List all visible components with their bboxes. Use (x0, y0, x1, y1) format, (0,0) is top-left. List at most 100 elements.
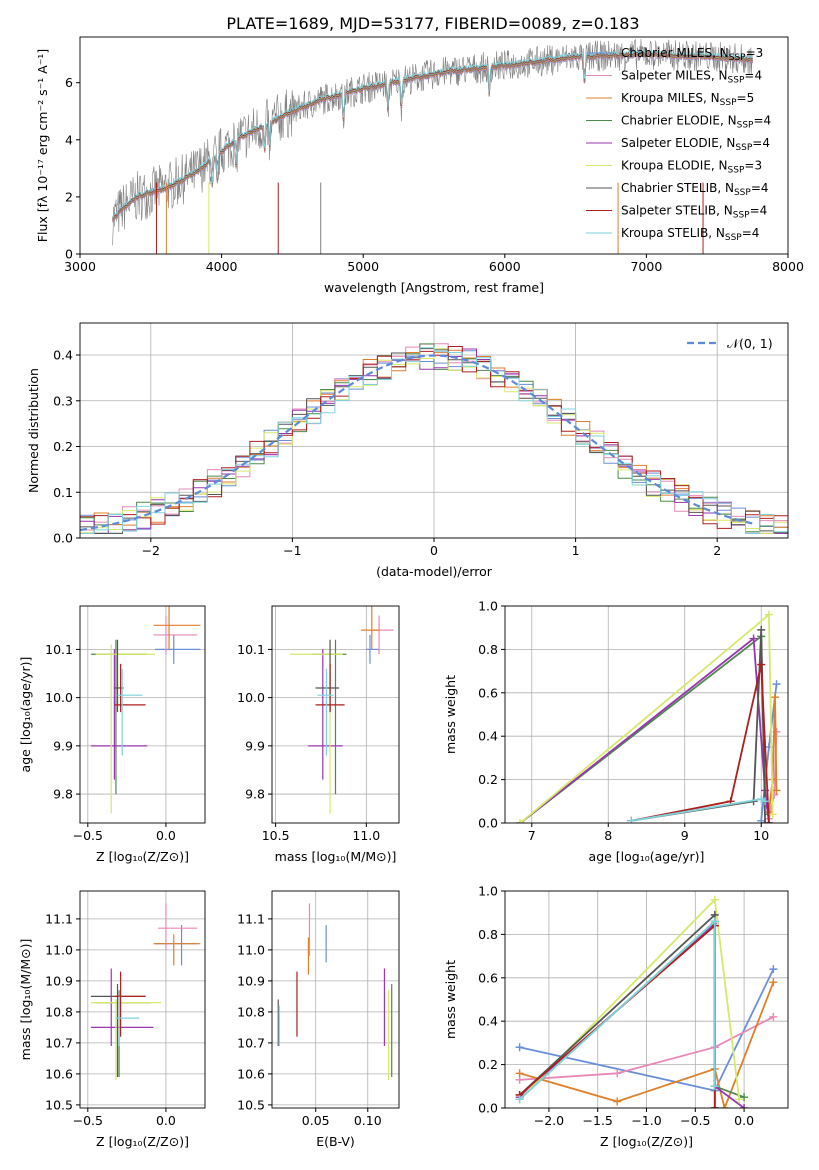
mass-weight-marker (515, 1069, 524, 1078)
mass-weight-marker (772, 680, 781, 689)
mass-weight-marker (710, 1082, 719, 1091)
plot-area-weight_vs_age (516, 610, 781, 823)
y-tick-label: 0.6 (478, 970, 498, 985)
mass-weight-marker (735, 1095, 744, 1104)
x-tick-label: 10 (753, 828, 769, 843)
legend-nssp: =4 (752, 136, 770, 150)
y-tick-label: 10.7 (237, 1035, 265, 1050)
figure-title: PLATE=1689, MJD=53177, FIBERID=0089, z=0… (226, 14, 639, 33)
x-axis-label: (data-model)/error (376, 564, 493, 579)
panel-weight_vs_Z: −2.0 −1.5 −1.0 −0.5 0.0 0.0 0.2 0.4 0.6 0.8 1.0 Z [… (443, 884, 789, 1149)
y-tick-label: 0.4 (478, 729, 498, 744)
x-tick-label: −1.5 (583, 1113, 613, 1128)
y-tick-label: 0.2 (478, 772, 498, 787)
legend-entry: 𝒩(0, 1) (727, 336, 773, 351)
x-tick-label: 0.05 (302, 1113, 330, 1128)
x-tick-label: 0.0 (734, 1113, 754, 1128)
axes-frame (79, 605, 206, 824)
legend-entry: Kroupa ELODIE, NSSP=3 (621, 159, 762, 176)
y-axis-label: age [log₁₀(age/yr)] (18, 657, 33, 773)
legend-entry: Chabrier MILES, NSSP=3 (621, 46, 763, 63)
legend-model-name: Chabrier STELIB, N (621, 181, 734, 195)
mass-weight-marker (516, 819, 525, 823)
legend-entry: Chabrier ELODIE, NSSP=4 (621, 114, 771, 131)
legend-model-name: Salpeter MILES, N (621, 69, 728, 83)
x-tick-label: −0.5 (73, 828, 103, 843)
y-tick-label: 0.3 (53, 393, 73, 408)
panel-weight_vs_age: 7 8 9 10 0.0 0.2 0.4 0.6 0.8 1.0 age [log₁₀(age/yr… (443, 599, 789, 864)
y-tick-label: 10.8 (45, 1004, 73, 1019)
plot-area-age_vs_mass (290, 606, 394, 814)
mass-weight-marker (613, 1069, 622, 1078)
legend-subscript: SSP (734, 188, 751, 198)
y-axis-label: mass weight (443, 675, 458, 754)
y-tick-label: 1.0 (478, 884, 498, 899)
mass-weight-marker (740, 1104, 749, 1108)
mass-weight-marker (710, 1104, 719, 1108)
x-tick-label: −0.5 (73, 1113, 103, 1128)
panel-age_vs_mass: 10.5 11.0 9.8 9.9 10.0 10.1 mass [log₁₀(M/M⊙)] (237, 605, 400, 864)
legend-model-name: Chabrier ELODIE, N (621, 114, 737, 128)
legend-model-name: Salpeter ELODIE, N (621, 136, 735, 150)
y-tick-label: 9.9 (245, 738, 265, 753)
legend-entry: Salpeter STELIB, NSSP=4 (621, 204, 767, 221)
x-tick-label: 0 (430, 543, 438, 558)
mass-weight-line (631, 664, 770, 823)
x-tick-label: −0.5 (680, 1113, 710, 1128)
mass-weight-marker (710, 895, 719, 904)
plot-area-mass_vs_Z (90, 903, 201, 1081)
legend-subscript: SSP (728, 166, 745, 176)
x-tick-label: 5000 (347, 259, 379, 274)
y-tick-label: 4 (65, 132, 73, 147)
axes-frame (79, 36, 789, 255)
x-tick-label: 9 (681, 828, 689, 843)
legend-model-name: Salpeter STELIB, N (621, 204, 733, 218)
y-tick-label: 11.1 (45, 911, 73, 926)
legend-entry: Salpeter MILES, NSSP=4 (621, 69, 762, 86)
y-tick-label: 10.6 (45, 1066, 73, 1081)
x-tick-label: 11.0 (352, 828, 380, 843)
mass-weight-line (519, 636, 770, 823)
panel-residual_hist: −2 −1 0 1 2 0.0 0.1 0.2 0.3 0.4 (data-model)/error… (26, 322, 789, 579)
axes-age_vs_Z: −0.5 0.0 9.8 9.9 10.0 10.1 Z [log₁₀(Z/Z⊙)] age … (18, 605, 206, 864)
axes-frame (504, 605, 789, 824)
axes-frame (79, 890, 206, 1109)
x-axis-label: age [log₁₀(age/yr)] (589, 849, 705, 864)
mass-weight-marker (761, 797, 770, 806)
legend-nssp: =4 (751, 181, 769, 195)
y-tick-label: 0.8 (478, 642, 498, 657)
legend-nssp: =5 (737, 91, 755, 105)
axes-residual_hist: −2 −1 0 1 2 0.0 0.1 0.2 0.3 0.4 (data-model)/error… (26, 322, 789, 579)
mass-weight-marker (613, 1097, 622, 1106)
x-tick-label: 2 (713, 543, 721, 558)
axes-age_vs_mass: 10.5 11.0 9.8 9.9 10.0 10.1 mass [log₁₀(M/M⊙)] (237, 605, 400, 864)
mass-weight-marker (757, 625, 766, 634)
y-tick-label: 0.4 (478, 1014, 498, 1029)
x-axis-label: wavelength [Angstrom, rest frame] (324, 280, 544, 295)
y-axis-label: Flux [fλ 10⁻¹⁷ erg cm⁻² s⁻¹ A⁻¹] (35, 49, 50, 242)
x-tick-label: 0.0 (156, 828, 176, 843)
legend-subscript: SSP (720, 98, 737, 108)
x-tick-label: 0.0 (156, 1113, 176, 1128)
y-tick-label: 10.5 (237, 1097, 265, 1112)
mass-weight-marker (770, 693, 779, 702)
y-tick-label: 9.9 (53, 738, 73, 753)
panel-spectrum: 3000 4000 5000 6000 7000 8000 0 2 4 6 wavelength [… (35, 36, 804, 295)
legend-model-name: Kroupa MILES, N (621, 91, 720, 105)
axes-frame (271, 605, 400, 824)
mass-weight-line (768, 697, 778, 813)
y-tick-label: 10.8 (237, 1004, 265, 1019)
x-axis-label: Z [log₁₀(Z/Z⊙)] (96, 849, 189, 864)
mass-weight-marker (764, 819, 773, 823)
residual-histogram (80, 348, 788, 534)
y-tick-label: 0.2 (53, 439, 73, 454)
mass-weight-marker (769, 978, 778, 987)
y-tick-label: 11.0 (45, 942, 73, 957)
axes-weight_vs_Z: −2.0 −1.5 −1.0 −0.5 0.0 0.0 0.2 0.4 0.6 0.8 1.0 Z [… (443, 884, 789, 1149)
legend-entry: Salpeter ELODIE, NSSP=4 (621, 136, 770, 153)
panel-mass_vs_ebv: 0.05 0.10 10.5 10.6 10.7 10.8 10.9 11.0 11.1 E(B-… (237, 890, 400, 1149)
y-tick-label: 10.1 (237, 642, 265, 657)
axes-mass_vs_ebv: 0.05 0.10 10.5 10.6 10.7 10.8 10.9 11.0 11.1 E(B-… (237, 890, 400, 1149)
